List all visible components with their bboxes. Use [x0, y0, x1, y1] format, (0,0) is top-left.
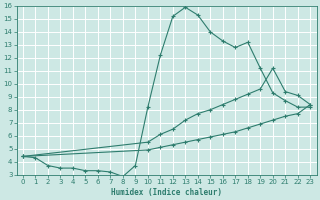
- X-axis label: Humidex (Indice chaleur): Humidex (Indice chaleur): [111, 188, 222, 197]
